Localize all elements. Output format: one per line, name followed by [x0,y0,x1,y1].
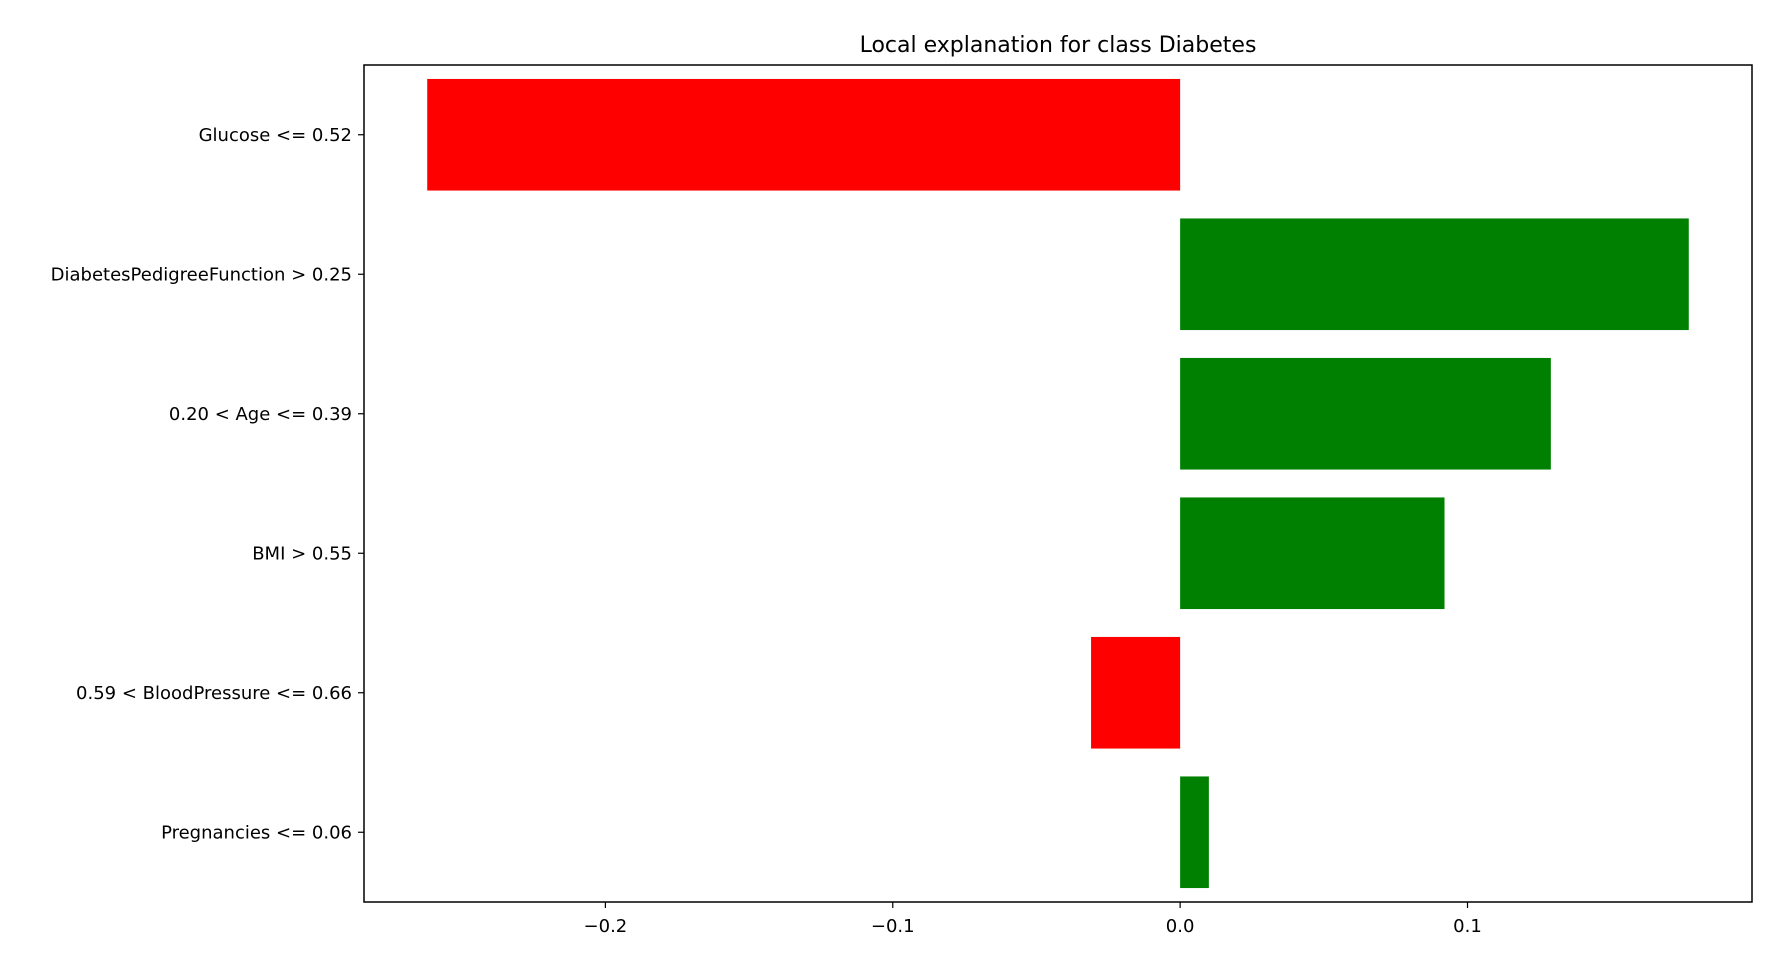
y-axis: Glucose <= 0.52 DiabetesPedigreeFunction … [51,125,364,843]
bar-4 [1091,636,1181,749]
x-tick-label: 0.0 [1166,916,1195,937]
x-tick-label: 0.1 [1453,916,1482,937]
bar-0 [427,78,1181,191]
category-label: 0.20 < Age <= 0.39 [169,404,352,425]
x-tick-label: −0.1 [871,916,915,937]
bars-layer [427,78,1689,889]
bar-1 [1180,218,1689,331]
category-label: Pregnancies <= 0.06 [161,822,352,843]
category-label: BMI > 0.55 [252,543,352,564]
category-label: Glucose <= 0.52 [199,125,352,146]
bar-2 [1180,357,1551,470]
plot-frame [363,64,1753,903]
bar-3 [1180,497,1445,610]
x-tick-label: −0.2 [584,916,628,937]
category-label: 0.59 < BloodPressure <= 0.66 [76,683,352,704]
x-axis: −0.2 −0.1 0.0 0.1 [584,902,1482,937]
chart-title: Local explanation for class Diabetes [860,33,1257,58]
category-label: DiabetesPedigreeFunction > 0.25 [51,264,352,285]
bar-5 [1180,776,1209,889]
